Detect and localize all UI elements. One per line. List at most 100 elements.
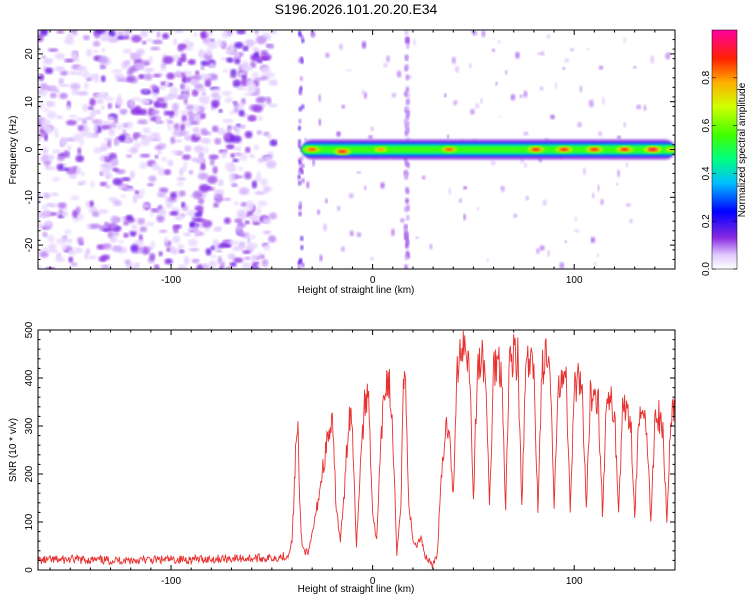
heatmap-noise-cell (150, 109, 160, 116)
heatmap-noise-cell (146, 183, 155, 187)
heatmap-noise-cell (38, 90, 48, 97)
snr-ytick-label: 200 (24, 465, 35, 482)
heatmap-noise-cell (190, 79, 200, 86)
heatmap-noise-cell (266, 133, 272, 139)
heatmap-noise-cell (252, 221, 261, 226)
heatmap-noise-cell (167, 123, 173, 131)
heatmap-edge-cell (298, 180, 302, 186)
heatmap-noise-cell (226, 57, 234, 63)
heatmap-noise-cell (113, 118, 119, 124)
heatmap-noise-cell (269, 139, 278, 147)
snr-panel: -100 0 100 0 100 200 300 400 500 Height of strai… (8, 321, 676, 595)
heatmap-noise-cell (154, 145, 163, 150)
heatmap-noise-cell (148, 56, 153, 63)
heatmap-noise-cell (142, 40, 147, 45)
heatmap-noise-cell (111, 245, 123, 253)
heatmap-faint-cell (600, 198, 604, 206)
heatmap-faint-cell (591, 192, 595, 199)
heatmap-noise-cell (88, 106, 94, 110)
heatmap-noise-cell (152, 39, 163, 45)
heatmap-faint-cell (481, 30, 486, 38)
heatmap-edge-cell (298, 90, 302, 96)
heatmap-noise-cell (130, 96, 141, 102)
heatmap-noise-cell (70, 261, 78, 267)
heatmap-noise-cell (157, 208, 167, 217)
heatmap-noise-cell (225, 144, 235, 150)
heatmap-streak-cell (406, 37, 410, 44)
heatmap-noise-cell (232, 245, 241, 252)
heatmap-noise-cell (108, 128, 115, 136)
heatmap-noise-cell (88, 255, 98, 260)
heatmap-noise-cell (38, 34, 44, 43)
heatmap-noise-cell (229, 261, 237, 267)
heatmap-noise-cell (116, 31, 125, 36)
heatmap-noise-cell (75, 155, 85, 163)
heatmap-noise-cell (104, 156, 110, 162)
heatmap-noise-cell (223, 217, 231, 225)
snr-ytick-label: 300 (24, 417, 35, 434)
spectrogram-ytick-label: 10 (24, 96, 35, 108)
heatmap-noise-cell (60, 137, 67, 146)
heatmap-faint-cell (356, 232, 362, 238)
spectrogram-ytick-label: 20 (24, 48, 35, 60)
heatmap-noise-cell (177, 243, 185, 251)
heatmap-noise-cell (177, 57, 187, 63)
heatmap-faint-cell (570, 48, 574, 52)
heatmap-noise-cell (200, 162, 206, 171)
heatmap-noise-cell (193, 32, 198, 37)
heatmap-noise-cell (93, 92, 103, 99)
heatmap-noise-cell (163, 110, 175, 116)
heatmap-peak (590, 148, 599, 151)
heatmap-noise-cell (91, 119, 100, 123)
heatmap-noise-cell (189, 121, 200, 125)
heatmap-noise-cell (186, 76, 193, 83)
heatmap-noise-cell (249, 154, 255, 158)
heatmap-noise-cell (194, 205, 204, 212)
heatmap-streak-cell (405, 214, 410, 221)
heatmap-noise-cell (53, 127, 58, 133)
heatmap-noise-cell (172, 225, 179, 234)
heatmap-noise-cell (102, 243, 112, 249)
heatmap-faint-cell (582, 167, 586, 175)
heatmap-noise-cell (115, 98, 123, 107)
heatmap-noise-cell (260, 178, 268, 187)
heatmap-faint-cell (523, 131, 529, 136)
snr-ytick-label: 0 (24, 567, 35, 573)
heatmap-noise-cell (92, 49, 99, 54)
heatmap-faint-cell (598, 65, 604, 70)
heatmap-noise-cell (47, 48, 59, 52)
heatmap-noise-cell (137, 217, 146, 225)
heatmap-noise-cell (82, 103, 90, 112)
heatmap-noise-cell (246, 242, 258, 250)
heatmap-noise-cell (246, 78, 253, 82)
heatmap-noise-cell (97, 55, 108, 64)
heatmap-noise-cell (68, 256, 74, 263)
heatmap-noise-cell (265, 160, 277, 169)
heatmap-noise-cell (220, 262, 225, 269)
heatmap-noise-cell (41, 204, 49, 210)
heatmap-noise-cell (238, 187, 250, 196)
heatmap-noise-cell (85, 248, 91, 254)
heatmap-faint-cell (547, 249, 551, 257)
heatmap-noise-cell (83, 81, 89, 90)
spectrogram-ylabel: Frequency (Hz) (8, 116, 19, 185)
heatmap-noise-cell (255, 96, 266, 104)
heatmap-noise-cell (242, 45, 249, 52)
heatmap-noise-cell (250, 264, 260, 269)
heatmap-noise-cell (177, 45, 185, 52)
heatmap-noise-cell (192, 190, 203, 199)
heatmap-noise-cell (56, 30, 65, 34)
heatmap-faint-cell (495, 81, 498, 86)
heatmap-noise-cell (200, 31, 206, 40)
heatmap-faint-cell (564, 58, 570, 63)
heatmap-edge-cell (299, 258, 303, 264)
heatmap-noise-cell (250, 216, 260, 223)
heatmap-noise-cell (237, 211, 246, 218)
heatmap-noise-cell (81, 117, 88, 126)
heatmap-noise-cell (149, 253, 156, 261)
heatmap-noise-cell (208, 62, 216, 69)
heatmap-noise-cell (93, 147, 103, 154)
heatmap-peak (308, 148, 317, 151)
heatmap-noise-cell (174, 139, 183, 143)
